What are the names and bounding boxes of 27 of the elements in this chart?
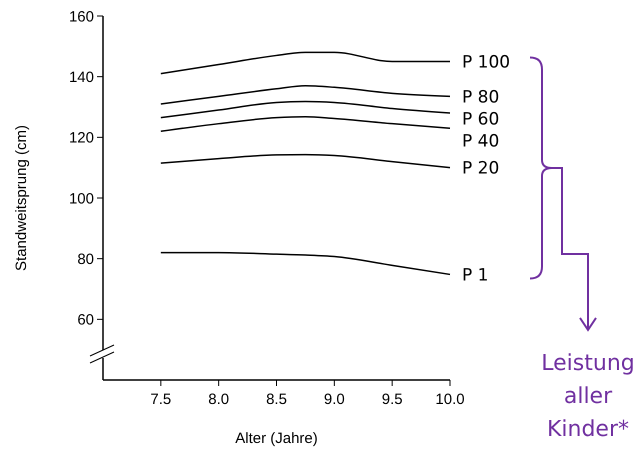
y-axis-title: Standweitsprung (cm) xyxy=(13,125,30,271)
line-series xyxy=(160,85,451,105)
x-tick-label: 10.0 xyxy=(435,391,465,408)
y-tick-label: 160 xyxy=(68,8,94,26)
series-label: P 1 xyxy=(462,265,488,286)
y-tick-label: 60 xyxy=(77,312,94,329)
x-axis-title: Alter (Jahre) xyxy=(235,430,318,447)
text: Leistung aller Kinder* xyxy=(541,351,635,442)
x-tick-label: 8.0 xyxy=(208,391,230,408)
series-label: P 40 xyxy=(462,131,500,152)
series-label: P 60 xyxy=(462,109,500,130)
series-label: P 80 xyxy=(462,87,500,108)
series-label: P 100 xyxy=(462,52,510,72)
y-tick-label: 120 xyxy=(68,130,94,147)
x-tick-label: 9.0 xyxy=(324,391,345,408)
y-tick-label: 80 xyxy=(77,250,94,268)
line-series xyxy=(160,100,451,118)
line-series xyxy=(160,252,451,276)
x-tick-label: 9.5 xyxy=(382,391,403,408)
x-tick-label: 8.5 xyxy=(266,391,287,408)
y-tick-label: 100 xyxy=(68,190,94,208)
y-tick-label: 140 xyxy=(68,68,94,86)
line-series xyxy=(160,116,451,132)
x-tick-label: 7.5 xyxy=(150,391,172,408)
line-series xyxy=(160,52,451,74)
series-label: P 20 xyxy=(462,158,500,179)
line-series xyxy=(160,154,451,168)
